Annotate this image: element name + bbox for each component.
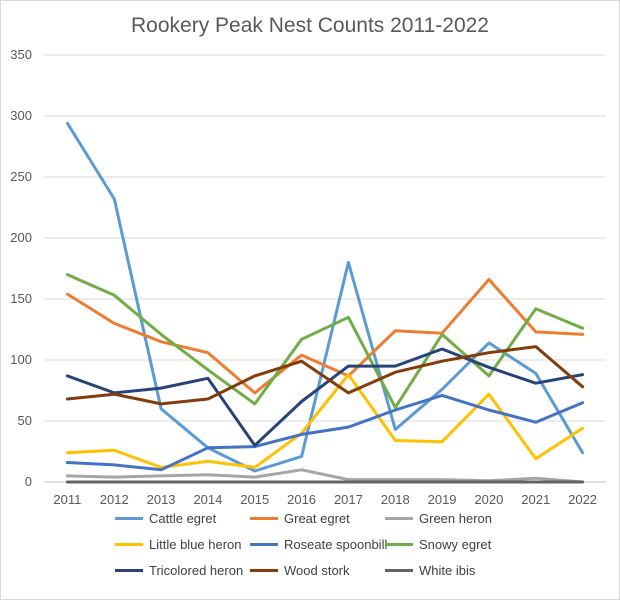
legend-swatch <box>385 517 413 520</box>
y-tick-label: 300 <box>10 108 32 123</box>
x-tick-label: 2013 <box>147 492 176 507</box>
legend-item-white-ibis: White ibis <box>385 563 475 578</box>
series-line-roseate-spoonbill <box>65 393 585 472</box>
y-tick-label: 200 <box>10 230 32 245</box>
x-tick-label: 2015 <box>240 492 269 507</box>
series-line-little-blue-heron <box>65 373 585 469</box>
legend-label: Roseate spoonbill <box>284 537 388 552</box>
series-line-cattle-egret <box>65 121 585 473</box>
legend-item-little-blue-heron: Little blue heron <box>115 537 242 552</box>
y-tick-label: 250 <box>10 169 32 184</box>
legend-label: Great egret <box>284 511 350 526</box>
legend-item-great-egret: Great egret <box>250 511 350 526</box>
legend-swatch <box>250 543 278 546</box>
legend-label: White ibis <box>419 563 476 578</box>
legend-label: Cattle egret <box>149 511 217 526</box>
legend-swatch <box>115 543 143 546</box>
legend-label: Snowy egret <box>419 537 492 552</box>
x-tick-label: 2021 <box>521 492 550 507</box>
x-tick-label: 2019 <box>428 492 457 507</box>
legend-swatch <box>250 569 278 572</box>
chart-title: Rookery Peak Nest Counts 2011-2022 <box>131 14 489 37</box>
legend-item-green-heron: Green heron <box>385 511 492 526</box>
legend-item-tricolored-heron: Tricolored heron <box>115 563 243 578</box>
legend-item-snowy-egret: Snowy egret <box>385 537 491 552</box>
x-tick-label: 2016 <box>287 492 316 507</box>
series-line-green-heron <box>65 468 585 484</box>
legend-label: Little blue heron <box>149 537 242 552</box>
series-line-tricolored-heron <box>65 347 585 447</box>
legend-item-roseate-spoonbill: Roseate spoonbill <box>250 537 387 552</box>
x-tick-label: 2017 <box>334 492 363 507</box>
legend-item-cattle-egret: Cattle egret <box>115 511 216 526</box>
y-tick-label: 100 <box>10 352 32 367</box>
x-tick-label: 2014 <box>193 492 222 507</box>
y-tick-label: 150 <box>10 291 32 306</box>
y-tick-label: 0 <box>25 474 32 489</box>
series-line-snowy-egret <box>65 273 585 410</box>
y-tick-label: 50 <box>18 413 32 428</box>
legend-label: Tricolored heron <box>149 563 244 578</box>
series-line-wood-stork <box>65 345 585 406</box>
x-tick-label: 2011 <box>53 492 81 507</box>
x-tick-label: 2020 <box>474 492 503 507</box>
legend-label: Wood stork <box>284 563 350 578</box>
series-line-great-egret <box>65 278 585 395</box>
x-tick-label: 2022 <box>568 492 597 507</box>
legend-swatch <box>385 569 413 572</box>
legend-swatch <box>115 569 143 572</box>
y-tick-label: 350 <box>10 47 32 62</box>
legend-swatch <box>115 517 143 520</box>
legend-swatch <box>250 517 278 520</box>
legend-item-wood-stork: Wood stork <box>250 563 350 578</box>
legend-swatch <box>385 543 413 546</box>
legend-label: Green heron <box>419 511 492 526</box>
x-tick-label: 2012 <box>100 492 129 507</box>
x-tick-label: 2018 <box>381 492 410 507</box>
